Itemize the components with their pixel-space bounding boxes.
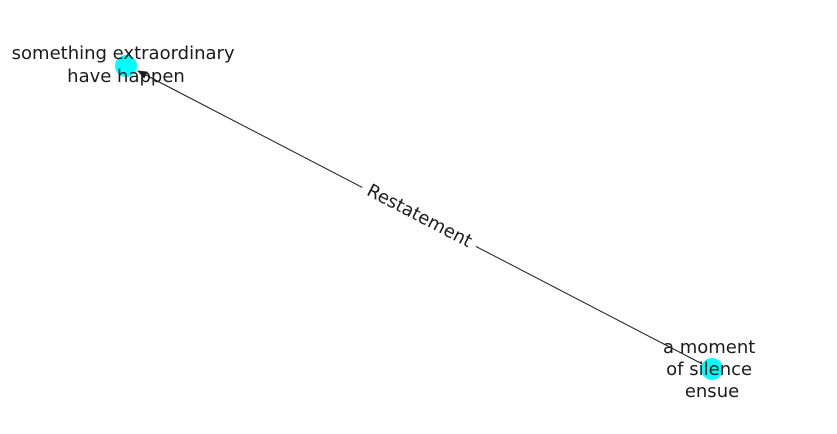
node-target[interactable] [701, 358, 723, 380]
node-source-label-line-2: have happen [67, 66, 185, 87]
node-source-label-line-1: something extraordinary [12, 43, 235, 64]
edge-label: Restatement [363, 180, 475, 252]
node-target-label-line-1: a moment [663, 337, 755, 358]
edge-label-group: Restatement [356, 175, 483, 258]
node-source-label: something extraordinary have happen [12, 43, 241, 87]
node-target-label-line-3: ensue [685, 381, 739, 402]
node-source[interactable] [115, 55, 137, 77]
edge-label-background [356, 175, 483, 258]
node-target-label: a moment of silence ensue [663, 337, 761, 402]
node-target-label-line-2: of silence [666, 359, 752, 380]
